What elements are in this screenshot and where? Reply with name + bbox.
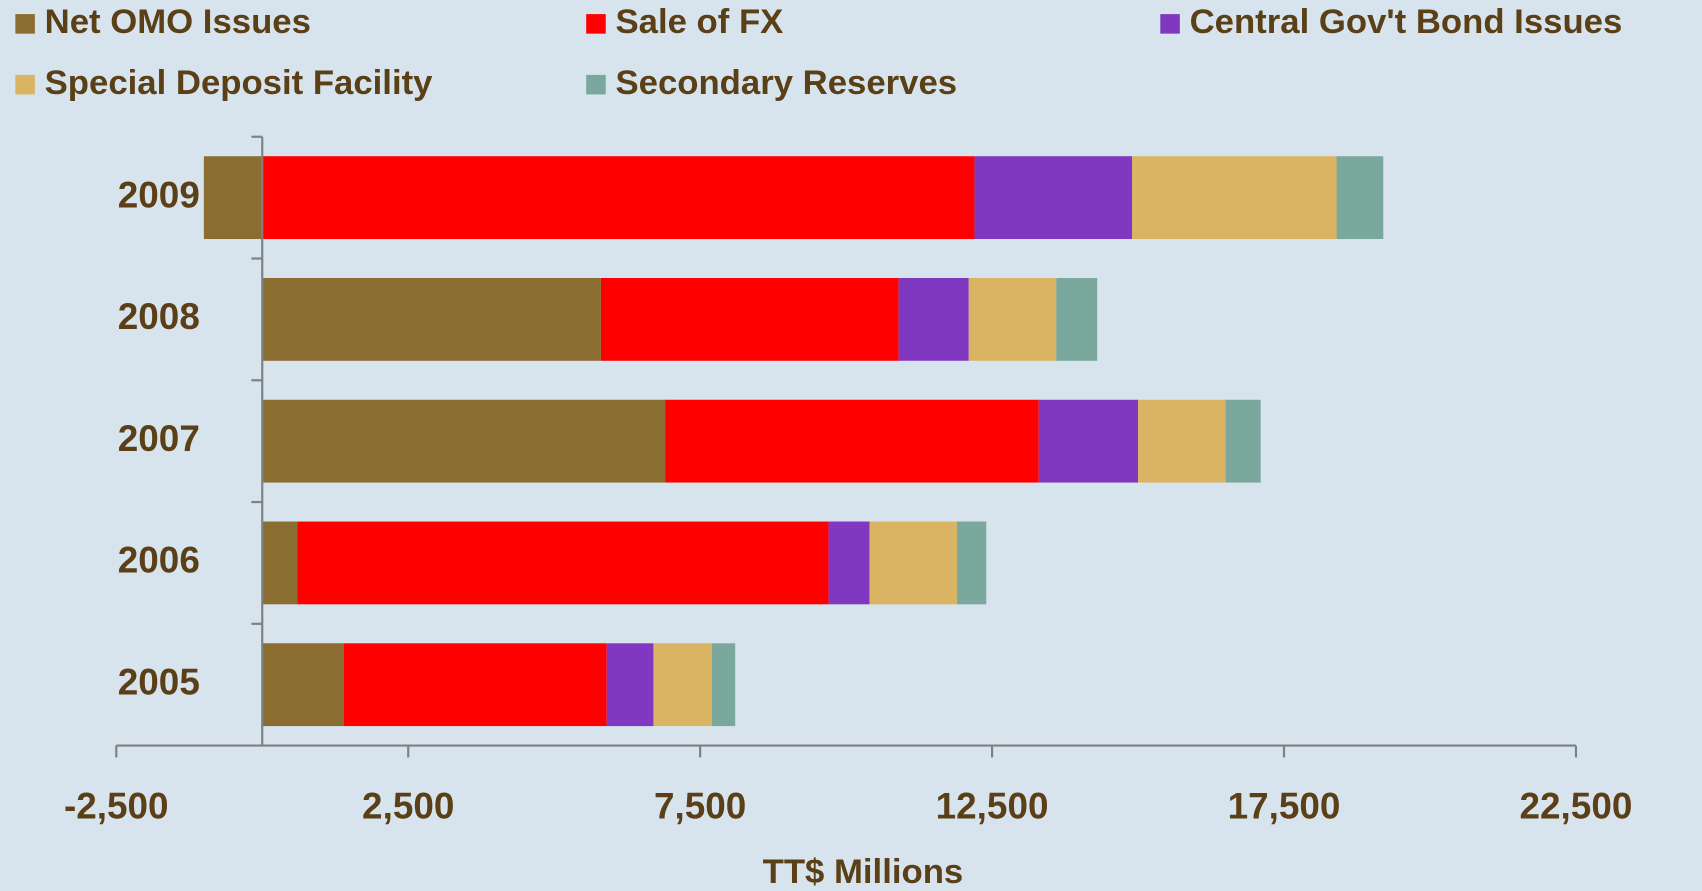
bar-segment bbox=[898, 277, 969, 361]
bar-segment bbox=[1056, 277, 1098, 361]
legend-label: Special Deposit Facility bbox=[45, 64, 434, 102]
bar-segment bbox=[297, 521, 829, 605]
bar-segment bbox=[1038, 399, 1139, 483]
bar-segment bbox=[1132, 156, 1337, 240]
bar-segment bbox=[711, 643, 736, 727]
bar-segment bbox=[262, 643, 344, 727]
y-tick-label: 2008 bbox=[118, 296, 200, 337]
x-tick-label: 2,500 bbox=[362, 785, 454, 826]
legend-swatch bbox=[15, 74, 35, 95]
bar-segment bbox=[828, 521, 870, 605]
bar-segment bbox=[1225, 399, 1261, 483]
bar-segment bbox=[203, 156, 263, 240]
bar-segment bbox=[343, 643, 607, 727]
legend-swatch bbox=[1160, 14, 1180, 34]
legend-swatch bbox=[586, 14, 606, 34]
x-tick-label: 22,500 bbox=[1520, 785, 1633, 826]
bar-segment bbox=[262, 156, 975, 240]
bar-segment bbox=[262, 521, 298, 605]
legend-label: Sale of FX bbox=[615, 3, 783, 41]
bar-segment bbox=[262, 277, 601, 361]
x-tick-label: -2,500 bbox=[64, 785, 169, 826]
legend-swatch bbox=[15, 14, 35, 34]
bar-segment bbox=[1336, 156, 1384, 240]
y-tick-label: 2005 bbox=[118, 661, 200, 702]
bar-segment bbox=[1138, 399, 1226, 483]
bar-segment bbox=[974, 156, 1133, 240]
y-tick-label: 2007 bbox=[118, 418, 200, 459]
legend-label: Secondary Reserves bbox=[615, 64, 957, 102]
bar-segment bbox=[653, 643, 712, 727]
bar-segment bbox=[968, 277, 1057, 361]
bar-segment bbox=[606, 643, 654, 727]
legend-label: Net OMO Issues bbox=[45, 3, 311, 41]
x-tick-label: 12,500 bbox=[936, 785, 1049, 826]
bar-segment bbox=[600, 277, 899, 361]
x-tick-label: 7,500 bbox=[654, 785, 746, 826]
y-tick-label: 2006 bbox=[118, 540, 200, 581]
bar-segment bbox=[957, 521, 987, 605]
x-axis-title: TT$ Millions bbox=[763, 853, 964, 891]
legend-swatch bbox=[586, 74, 606, 95]
y-tick-label: 2009 bbox=[118, 174, 200, 215]
bar-segment bbox=[665, 399, 1039, 483]
bar-segment bbox=[869, 521, 958, 605]
legend-label: Central Gov't Bond Issues bbox=[1190, 3, 1623, 41]
x-tick-label: 17,500 bbox=[1228, 785, 1341, 826]
bar-segment bbox=[262, 399, 666, 483]
